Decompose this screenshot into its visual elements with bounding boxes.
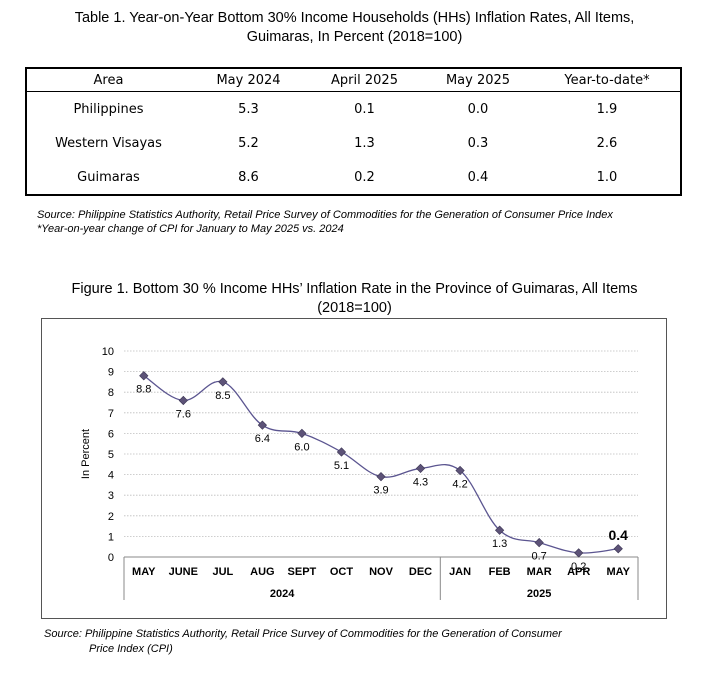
header-may-2024: May 2024 xyxy=(190,68,307,92)
y-tick-label: 9 xyxy=(108,367,114,379)
table-row: Philippines 5.3 0.1 0.0 1.9 xyxy=(26,92,681,127)
cell-value: 1.9 xyxy=(596,101,618,117)
x-tick-label: FEB xyxy=(489,566,511,578)
y-tick-label: 10 xyxy=(102,346,114,358)
y-tick-label: 4 xyxy=(108,470,114,482)
line-chart: 0 1 2 3 4 5 6 7 8 9 10 In Percent 2024 2025 MAY JUNE JUL… xyxy=(80,346,639,600)
x-tick-label: JAN xyxy=(449,566,471,578)
y-tick-label: 1 xyxy=(108,531,114,543)
data-point-marker xyxy=(613,544,623,554)
header-area: Area xyxy=(26,68,190,92)
data-point-marker xyxy=(376,472,386,482)
header-may-2025: May 2025 xyxy=(422,68,534,92)
cell-value: 8.6 xyxy=(238,169,259,185)
data-point-marker xyxy=(218,377,228,387)
data-label: 0.4 xyxy=(608,527,628,543)
x-tick-label: AUG xyxy=(250,566,274,578)
data-label: 7.6 xyxy=(176,408,191,420)
data-label: 3.9 xyxy=(373,485,388,497)
inflation-table: Area May 2024 April 2025 May 2025 Year-t… xyxy=(25,67,682,196)
cell-value: 0.4 xyxy=(467,169,489,185)
figure-source-note: Source: Philippine Statistics Authority,… xyxy=(44,627,649,657)
x-tick-label: NOV xyxy=(369,566,394,578)
data-point-marker xyxy=(455,465,465,476)
figure-source-line1: Source: Philippine Statistics Authority,… xyxy=(44,628,562,640)
y-tick-label: 0 xyxy=(108,552,114,564)
data-label: 6.0 xyxy=(294,441,309,453)
x-tick-label: JUNE xyxy=(169,566,198,578)
cell-value: 1.0 xyxy=(596,169,618,185)
x-tick-label: OCT xyxy=(330,566,354,578)
x-group-label: 2024 xyxy=(270,588,295,600)
y-tick-label: 6 xyxy=(108,428,114,440)
data-point-marker xyxy=(178,395,188,406)
y-tick-label: 3 xyxy=(108,490,114,502)
data-point-marker xyxy=(574,548,584,558)
x-tick-label: DEC xyxy=(409,566,432,578)
cell-value: 2.6 xyxy=(596,135,618,151)
data-label: 6.4 xyxy=(255,433,270,445)
x-tick-label: JUL xyxy=(212,566,233,578)
data-label: 4.2 xyxy=(452,478,467,490)
cell-area: Guimaras xyxy=(77,169,140,185)
data-label: 4.3 xyxy=(413,476,428,488)
data-label: 8.5 xyxy=(215,390,230,402)
table-row: Guimaras 8.6 0.2 0.4 1.0 xyxy=(26,160,681,195)
data-point-marker xyxy=(297,428,307,439)
data-label: 8.8 xyxy=(136,384,151,396)
table-title-line1: Table 1. Year-on-Year Bottom 30% Income … xyxy=(74,10,635,26)
y-tick-label: 5 xyxy=(108,449,114,461)
figure-title-line2: (2018=100) xyxy=(317,300,392,316)
header-april-2025: April 2025 xyxy=(307,68,422,92)
y-tick-label: 7 xyxy=(108,408,114,420)
cell-area: Philippines xyxy=(73,101,144,117)
table-header-row: Area May 2024 April 2025 May 2025 Year-t… xyxy=(26,68,681,92)
cell-value: 0.0 xyxy=(467,101,489,117)
figure-title: Figure 1. Bottom 30 % Income HHs’ Inflat… xyxy=(0,280,709,318)
table-source-note: Source: Philippine Statistics Authority,… xyxy=(37,209,613,221)
data-label: 1.3 xyxy=(492,538,507,550)
data-label: 0.7 xyxy=(532,551,547,563)
data-point-marker xyxy=(494,525,505,535)
y-tick-label: 2 xyxy=(108,511,114,523)
data-label: 0.2 xyxy=(571,561,586,573)
cell-value: 0.2 xyxy=(354,169,375,185)
y-tick-label: 8 xyxy=(108,387,114,399)
x-tick-label: APR xyxy=(567,566,590,578)
figure-source-line2: Price Index (CPI) xyxy=(89,643,173,655)
data-point-marker xyxy=(415,463,426,474)
cell-value: 0.3 xyxy=(467,135,489,151)
x-tick-label: MAY xyxy=(607,566,631,578)
table-row: Western Visayas 5.2 1.3 0.3 2.6 xyxy=(26,126,681,160)
cell-value: 1.3 xyxy=(354,135,375,151)
data-point-marker xyxy=(336,447,347,457)
header-year-to-date: Year-to-date* xyxy=(534,68,681,92)
cell-value: 5.3 xyxy=(238,101,259,117)
figure-title-line1: Figure 1. Bottom 30 % Income HHs’ Inflat… xyxy=(71,281,638,297)
chart-frame: 0 1 2 3 4 5 6 7 8 9 10 In Percent 2024 2025 MAY JUNE JUL… xyxy=(41,318,667,619)
y-axis-title: In Percent xyxy=(80,429,92,479)
table-footnote: *Year-on-year change of CPI for January … xyxy=(37,223,344,235)
cell-value: 0.1 xyxy=(354,101,375,117)
cell-area: Western Visayas xyxy=(55,135,162,151)
x-tick-label: MAY xyxy=(132,566,156,578)
table-title-line2: Guimaras, In Percent (2018=100) xyxy=(246,29,463,45)
series-line xyxy=(143,375,619,554)
data-point-marker xyxy=(139,371,149,381)
data-label: 5.1 xyxy=(334,460,349,472)
x-tick-label: MAR xyxy=(527,566,552,578)
data-point-marker xyxy=(257,420,268,430)
data-point-marker xyxy=(534,537,544,548)
cell-value: 5.2 xyxy=(238,135,259,151)
table-title: Table 1. Year-on-Year Bottom 30% Income … xyxy=(0,9,709,47)
x-tick-label: SEPT xyxy=(288,566,317,578)
x-group-label: 2025 xyxy=(527,588,551,600)
